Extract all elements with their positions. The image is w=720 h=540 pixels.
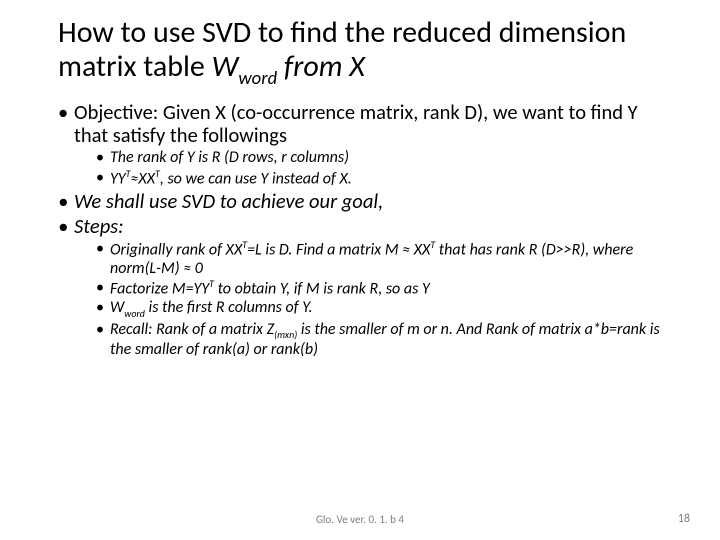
sub-mxn: (mxn) <box>274 329 297 341</box>
sup-t: T <box>430 239 435 251</box>
slide: How to use SVD to find the reduced dimen… <box>0 0 720 540</box>
text: The rank of Y is R (D rows, r columns) <box>110 148 349 167</box>
bullet-text: Objective: Given X (co-occurrence matrix… <box>74 99 638 148</box>
sub-list-1: The rank of Y is R (D rows, r columns) Y… <box>96 149 670 188</box>
text: , so we can use Y instead of X. <box>160 169 352 188</box>
sub-bullet-factorize: Factorize M=YYT to obtain Y, if M is ran… <box>96 279 670 299</box>
bullet-list: Objective: Given X (co-occurrence matrix… <box>58 101 670 188</box>
title-fromx: from X <box>277 48 365 85</box>
sup-t: T <box>209 278 214 290</box>
bullet-steps: Steps: Originally rank of XXT=L is D. Fi… <box>58 215 670 360</box>
bullet-svd: We shall use SVD to achieve our goal, <box>58 190 670 213</box>
text: =L is D. Find a matrix M ≈ XX <box>247 240 430 259</box>
sub-bullet-approx: YYT≈XXT, so we can use Y instead of X. <box>96 169 670 189</box>
sup-t: T <box>126 168 131 180</box>
sup-t: T <box>242 239 247 251</box>
text: Originally rank of XX <box>110 240 242 259</box>
slide-body: Objective: Given X (co-occurrence matrix… <box>58 101 670 359</box>
bullet-list-2: We shall use SVD to achieve our goal, St… <box>58 190 670 359</box>
sup-t: T <box>155 168 160 180</box>
title-w-sub: word <box>238 66 277 89</box>
sub-list-2: Originally rank of XXT=L is D. Find a ma… <box>96 240 670 360</box>
text: YY <box>110 169 126 188</box>
text: is the first R columns of Y. <box>145 298 313 317</box>
page-number: 18 <box>678 512 690 526</box>
sub-word: word <box>124 308 145 320</box>
text: Factorize M=YY <box>110 279 209 298</box>
sub-bullet-orig: Originally rank of XXT=L is D. Find a ma… <box>96 240 670 278</box>
text: W <box>110 298 124 317</box>
text: to obtain Y, if M is rank R, so as Y <box>214 279 430 298</box>
text: Recall: Rank of a matrix Z <box>110 320 274 339</box>
footer-center: Glo. Ve ver. 0. 1. b 4 <box>0 513 720 526</box>
sub-bullet-wword: Wword is the first R columns of Y. <box>96 299 670 319</box>
bullet-objective: Objective: Given X (co-occurrence matrix… <box>58 101 670 188</box>
slide-title: How to use SVD to find the reduced dimen… <box>58 16 670 87</box>
sub-bullet-rank: The rank of Y is R (D rows, r columns) <box>96 149 670 167</box>
text: Steps: <box>74 213 124 239</box>
sub-bullet-recall: Recall: Rank of a matrix Z(mxn) is the s… <box>96 321 670 360</box>
text: ≈XX <box>130 169 155 188</box>
text: We shall use SVD to achieve our goal, <box>74 188 383 214</box>
title-w: W <box>212 48 239 85</box>
